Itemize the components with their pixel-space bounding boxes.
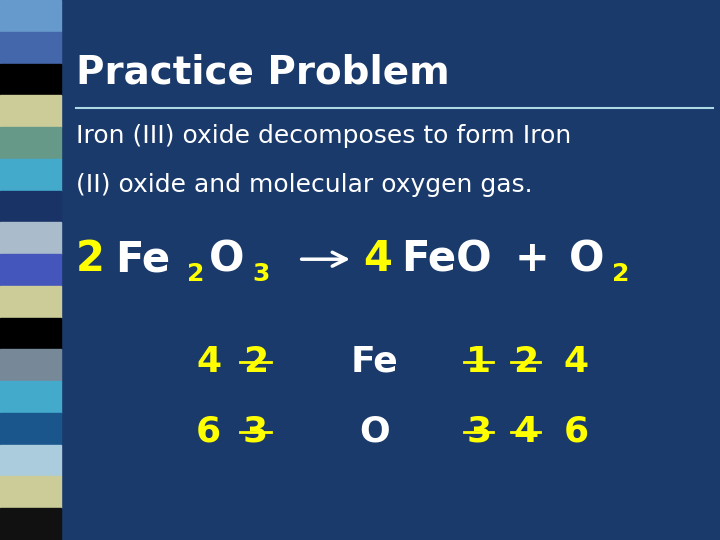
Text: +: + — [515, 238, 549, 280]
Text: 4: 4 — [564, 345, 588, 379]
Text: O: O — [569, 238, 604, 280]
Text: 6: 6 — [197, 415, 221, 449]
Bar — [0, 508, 61, 540]
Text: Fe: Fe — [351, 345, 398, 379]
Bar — [0, 95, 61, 127]
Text: Practice Problem: Practice Problem — [76, 54, 449, 92]
Text: 4: 4 — [197, 345, 221, 379]
Bar — [0, 254, 61, 286]
Bar — [0, 286, 61, 318]
Text: O: O — [209, 238, 244, 280]
Bar — [0, 191, 61, 222]
Bar — [0, 413, 61, 445]
Text: 3: 3 — [252, 262, 269, 286]
Bar — [0, 381, 61, 413]
Text: (II) oxide and molecular oxygen gas.: (II) oxide and molecular oxygen gas. — [76, 173, 532, 197]
Bar — [0, 127, 61, 159]
Text: 2: 2 — [612, 262, 629, 286]
Bar — [0, 32, 61, 64]
Bar — [0, 349, 61, 381]
Text: 2: 2 — [513, 345, 538, 379]
Text: 6: 6 — [564, 415, 588, 449]
Bar — [0, 476, 61, 508]
Text: 2: 2 — [243, 345, 268, 379]
Bar — [0, 64, 61, 95]
Bar — [0, 445, 61, 476]
Text: Iron (III) oxide decomposes to form Iron: Iron (III) oxide decomposes to form Iron — [76, 124, 571, 148]
Text: O: O — [359, 415, 390, 449]
Text: FeO: FeO — [401, 238, 492, 280]
Text: 2: 2 — [76, 238, 104, 280]
Text: 3: 3 — [467, 415, 491, 449]
Text: Fe: Fe — [115, 238, 171, 280]
Text: 4: 4 — [513, 415, 538, 449]
Bar — [0, 222, 61, 254]
Text: 3: 3 — [243, 415, 268, 449]
Text: 1: 1 — [467, 345, 491, 379]
Bar — [0, 318, 61, 349]
Text: 4: 4 — [364, 238, 392, 280]
Text: 2: 2 — [187, 262, 204, 286]
Bar — [0, 159, 61, 191]
Bar — [0, 0, 61, 32]
